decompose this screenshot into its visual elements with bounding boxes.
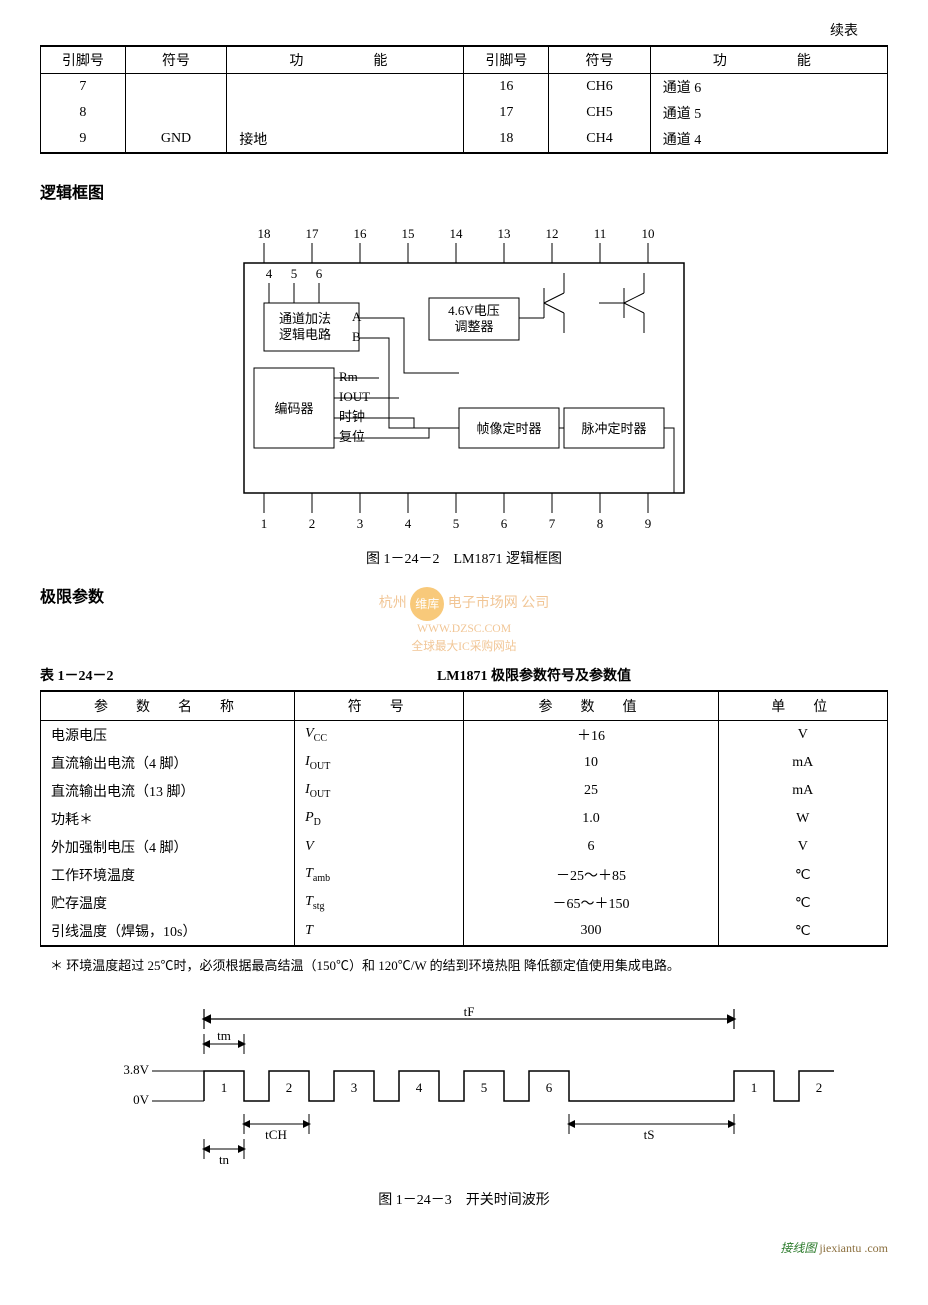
th-param-sym: 符 号 bbox=[295, 691, 464, 721]
label-vhigh: 3.8V bbox=[123, 1062, 149, 1077]
label-tF: tF bbox=[464, 1004, 475, 1019]
svg-text:2: 2 bbox=[286, 1080, 293, 1095]
svg-text:时钟: 时钟 bbox=[339, 409, 365, 424]
table-number: 表 1－24－2 bbox=[40, 665, 180, 685]
param-table-row: 直流输出电流（4 脚）IOUT10mA bbox=[41, 749, 888, 777]
fig-block-caption: 图 1－24－2 LM1871 逻辑框图 bbox=[40, 548, 888, 568]
param-table-row: 工作环境温度Tamb－25～＋85℃ bbox=[41, 861, 888, 889]
svg-text:14: 14 bbox=[450, 226, 464, 241]
th-pin-func-l: 功 能 bbox=[227, 46, 464, 74]
svg-text:9: 9 bbox=[645, 516, 652, 531]
svg-text:4: 4 bbox=[416, 1080, 423, 1095]
block-diagram: 181716151413121110 123456789 456 通道加法逻辑电… bbox=[40, 223, 888, 538]
svg-text:2: 2 bbox=[309, 516, 316, 531]
pin-table-row: 716CH6通道 6 bbox=[41, 74, 888, 101]
waveform-diagram: tF tm 3.8V 0V 1 2 3 4 5 6 1 2 tCH bbox=[40, 1004, 888, 1179]
box-vreg: 4.6V电压调整器 bbox=[448, 303, 500, 334]
svg-text:6: 6 bbox=[501, 516, 508, 531]
box-encoder: 编码器 bbox=[274, 401, 313, 416]
label-tn: tn bbox=[219, 1152, 230, 1167]
section-param-title: 极限参数 bbox=[40, 583, 888, 607]
param-table: 参 数 名 称 符 号 参 数 值 单 位 电源电压VCC＋16V直流输出电流（… bbox=[40, 690, 888, 947]
svg-text:6: 6 bbox=[546, 1080, 553, 1095]
param-table-row: 电源电压VCC＋16V bbox=[41, 721, 888, 750]
label-A: A bbox=[352, 309, 362, 324]
th-pin-sym-r: 符号 bbox=[549, 46, 651, 74]
continued-label: 续表 bbox=[40, 20, 888, 40]
svg-text:复位: 复位 bbox=[339, 429, 365, 444]
param-table-row: 引线温度（焊锡，10s）T300℃ bbox=[41, 917, 888, 946]
param-table-row: 贮存温度Tstg－65～＋150℃ bbox=[41, 889, 888, 917]
svg-text:16: 16 bbox=[354, 226, 368, 241]
th-param-val: 参 数 值 bbox=[464, 691, 718, 721]
bottom-marks: 接线图 jiexiantu .com bbox=[40, 1239, 888, 1256]
svg-text:5: 5 bbox=[453, 516, 460, 531]
wm-url: WWW.DZSC.COM bbox=[417, 622, 511, 635]
label-tS: tS bbox=[644, 1127, 655, 1142]
param-table-row: 直流输出电流（13 脚）IOUT25mA bbox=[41, 777, 888, 805]
param-table-row: 外加强制电压（4 脚）V6V bbox=[41, 833, 888, 861]
svg-text:1: 1 bbox=[221, 1080, 228, 1095]
svg-text:3: 3 bbox=[351, 1080, 358, 1095]
th-pin-func-r: 功 能 bbox=[650, 46, 887, 74]
pin-table-row: 817CH5通道 5 bbox=[41, 100, 888, 126]
svg-text:3: 3 bbox=[357, 516, 364, 531]
svg-text:6: 6 bbox=[316, 266, 323, 281]
label-vlow: 0V bbox=[133, 1092, 150, 1107]
svg-text:8: 8 bbox=[597, 516, 604, 531]
wm-slogan: 全球最大IC采购网站 bbox=[412, 640, 517, 653]
box-frame-timer: 帧像定时器 bbox=[476, 421, 541, 436]
th-param-unit: 单 位 bbox=[718, 691, 887, 721]
svg-text:IOUT: IOUT bbox=[339, 389, 370, 404]
pin-table: 引脚号 符号 功 能 引脚号 符号 功 能 716CH6通道 6817CH5通道… bbox=[40, 45, 888, 154]
box-chan-add-l1: 通道加法逻辑电路 bbox=[279, 311, 331, 342]
svg-text:15: 15 bbox=[402, 226, 415, 241]
svg-text:5: 5 bbox=[481, 1080, 488, 1095]
footnote: ＊ 环境温度超过 25℃时，必须根据最高结温（150℃）和 120℃/W 的结到… bbox=[50, 955, 888, 974]
pin-table-row: 9GND接地18CH4通道 4 bbox=[41, 126, 888, 153]
box-pulse-timer: 脉冲定时器 bbox=[581, 421, 646, 436]
svg-text:13: 13 bbox=[498, 226, 511, 241]
svg-text:10: 10 bbox=[642, 226, 655, 241]
section-logic-title: 逻辑框图 bbox=[40, 179, 888, 203]
svg-text:4: 4 bbox=[266, 266, 273, 281]
th-pin-num-l: 引脚号 bbox=[41, 46, 126, 74]
label-tm: tm bbox=[217, 1028, 231, 1043]
logo-left: 接线图 bbox=[780, 1241, 816, 1255]
svg-text:1: 1 bbox=[751, 1080, 758, 1095]
fig-wave-caption: 图 1－24－3 开关时间波形 bbox=[40, 1189, 888, 1209]
th-param-name: 参 数 名 称 bbox=[41, 691, 295, 721]
th-pin-sym-l: 符号 bbox=[125, 46, 227, 74]
param-table-row: 功耗＊PD1.0W bbox=[41, 805, 888, 833]
svg-text:5: 5 bbox=[291, 266, 298, 281]
svg-text:17: 17 bbox=[306, 226, 320, 241]
svg-text:1: 1 bbox=[261, 516, 268, 531]
logo-right: jiexiantu .com bbox=[819, 1241, 888, 1255]
label-B: B bbox=[352, 329, 361, 344]
pin-table-header: 引脚号 符号 功 能 引脚号 符号 功 能 bbox=[41, 46, 888, 74]
svg-text:4: 4 bbox=[405, 516, 412, 531]
svg-text:7: 7 bbox=[549, 516, 556, 531]
table-title: LM1871 极限参数符号及参数值 bbox=[180, 665, 888, 685]
svg-text:12: 12 bbox=[546, 226, 559, 241]
svg-text:11: 11 bbox=[594, 226, 607, 241]
label-tCH: tCH bbox=[265, 1127, 287, 1142]
svg-text:Rm: Rm bbox=[339, 369, 358, 384]
th-pin-num-r: 引脚号 bbox=[464, 46, 549, 74]
svg-text:18: 18 bbox=[258, 226, 271, 241]
svg-text:2: 2 bbox=[816, 1080, 823, 1095]
